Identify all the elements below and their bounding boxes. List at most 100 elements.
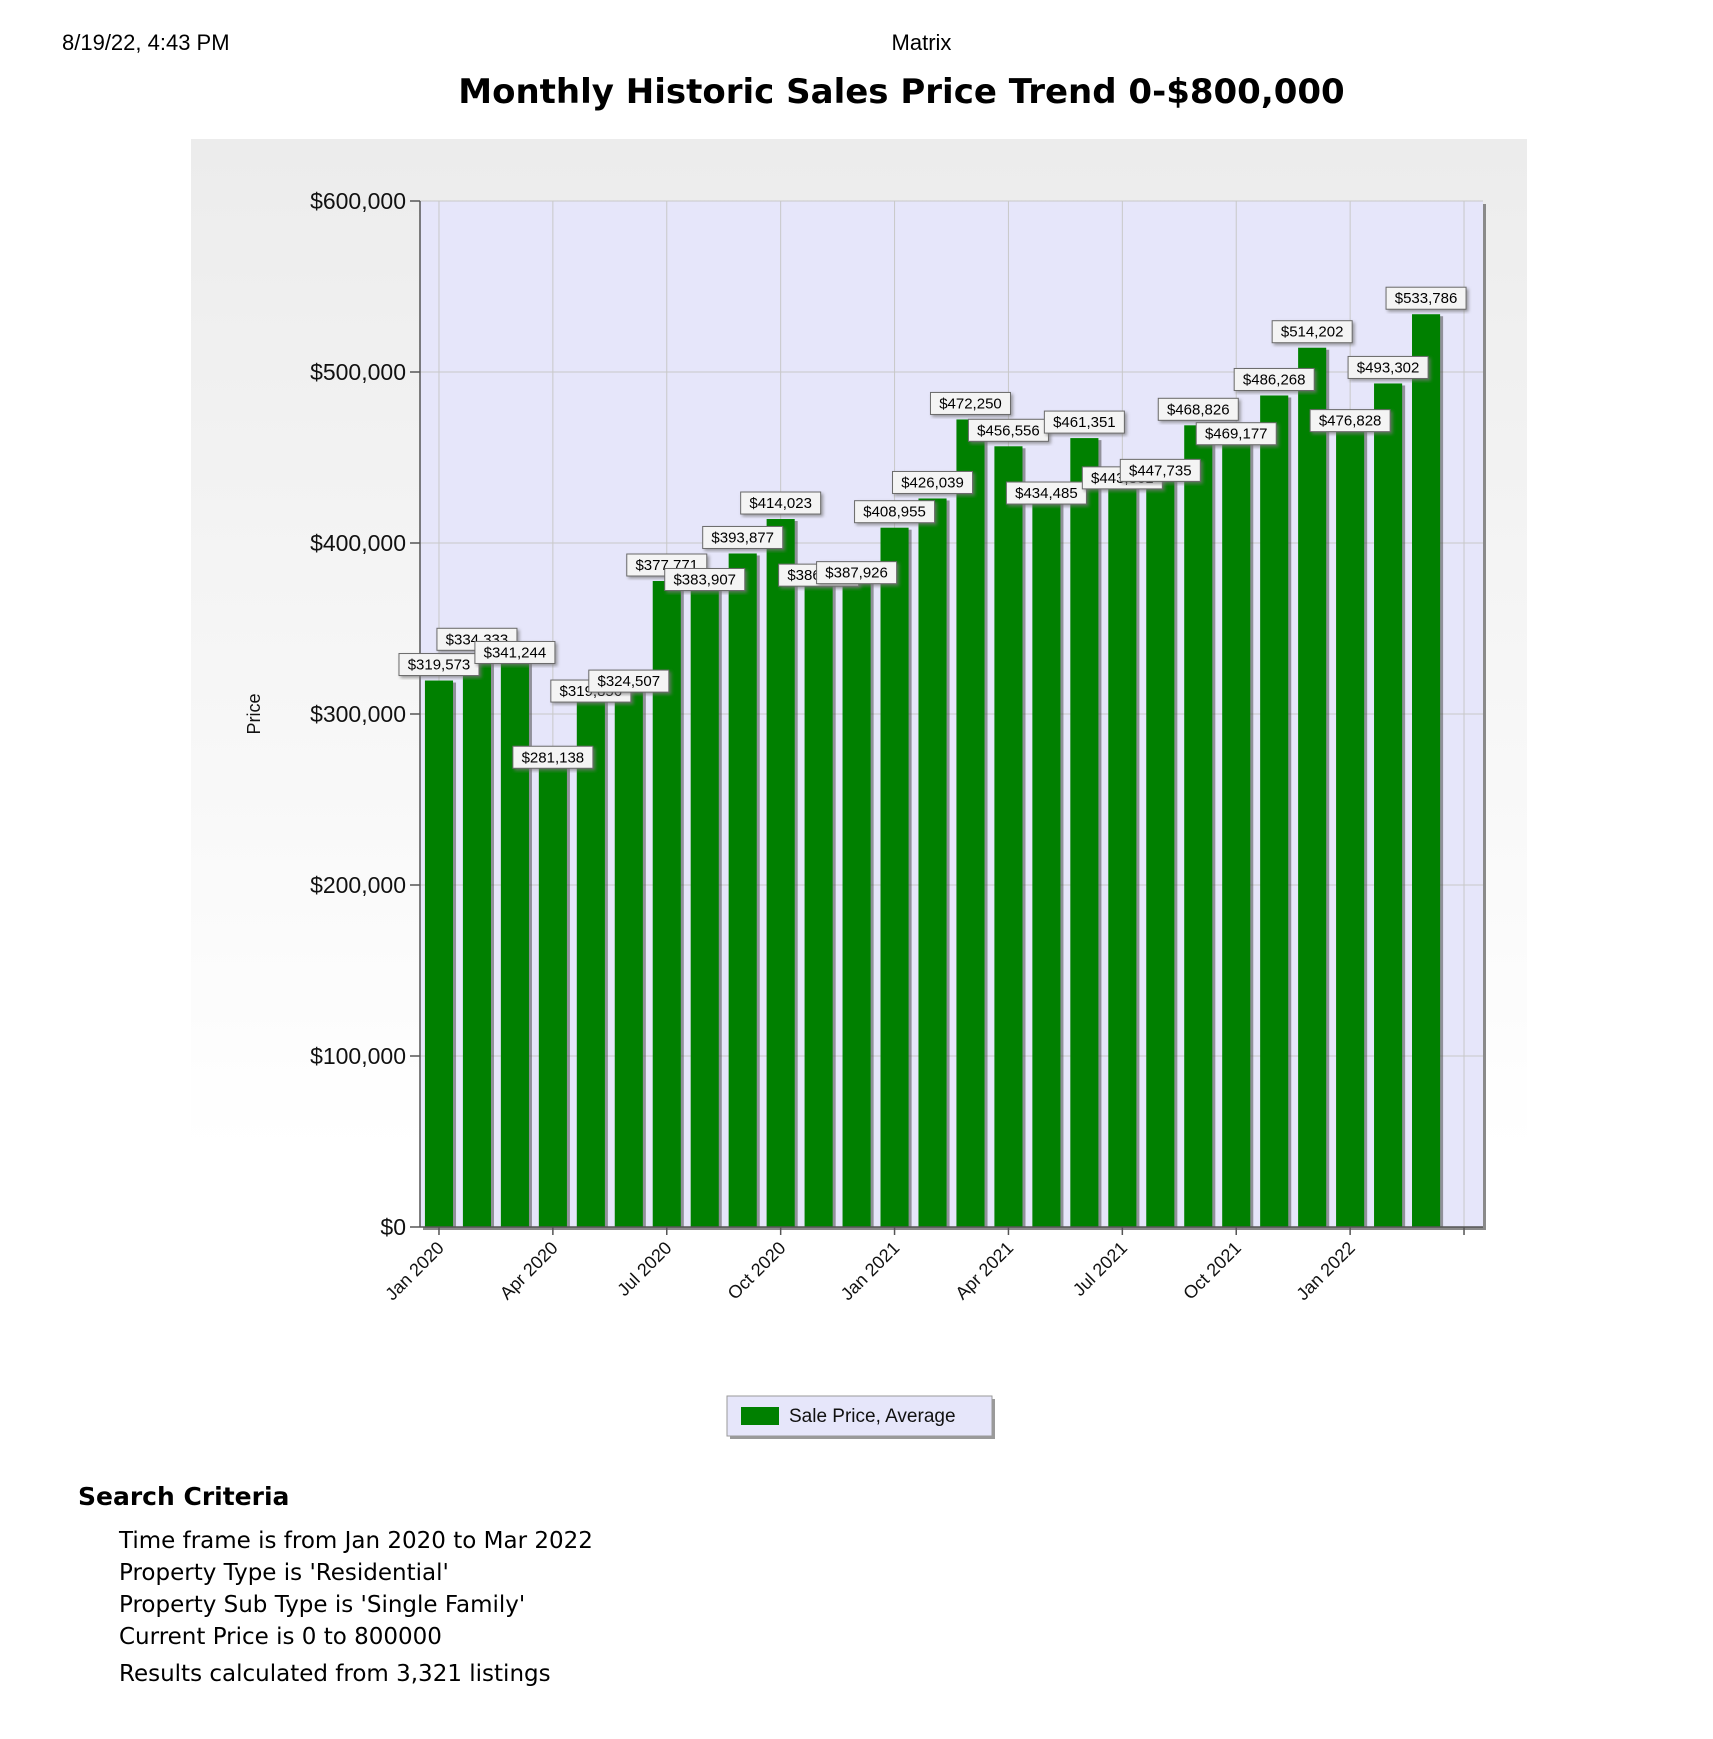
print-timestamp: 8/19/22, 4:43 PM: [62, 30, 230, 55]
data-label-text: $387,926: [825, 565, 888, 582]
data-label-text: $486,268: [1243, 371, 1306, 388]
data-label-text: $533,786: [1395, 290, 1458, 307]
chart-container: $0 $100,000 $200,000 $300,000 $400,000 $500,0…: [191, 139, 1527, 1489]
bar: [994, 446, 1023, 1227]
bar: [1222, 424, 1251, 1227]
data-label-text: $341,244: [484, 644, 547, 661]
x-tick-label: Oct 2020: [724, 1238, 790, 1304]
data-label-text: $472,250: [939, 395, 1002, 412]
data-label-box: [398, 653, 480, 677]
data-label-box: [1385, 286, 1467, 310]
bar: [424, 680, 454, 1227]
legend-label: Sale Price, Average: [789, 1406, 956, 1427]
data-label-box: [1195, 422, 1277, 446]
data-label-text: $469,177: [1205, 426, 1268, 443]
data-label-box: [740, 491, 822, 515]
data-label: $461,351: [1043, 410, 1125, 434]
data-label-box: [1043, 410, 1125, 434]
x-tick-label: Jan 2020: [381, 1238, 448, 1305]
bar: [1298, 347, 1327, 1227]
data-label: $493,302: [1347, 355, 1429, 379]
bar: [462, 655, 491, 1227]
bar: [880, 527, 909, 1227]
x-tick-label: Apr 2021: [951, 1238, 1017, 1304]
bar: [614, 672, 643, 1227]
criteria-line: Current Price is 0 to 800000: [119, 1624, 442, 1650]
data-label-box: [474, 640, 556, 664]
data-label: $341,244: [474, 640, 556, 664]
data-label-box: [1271, 320, 1353, 344]
bar: [1070, 438, 1099, 1227]
data-label-box: [1233, 367, 1315, 391]
data-label-box: [702, 525, 784, 549]
data-label-text: $324,507: [598, 673, 661, 690]
y-tick-label: $500,000: [310, 359, 406, 385]
data-label-box: [816, 561, 898, 585]
legend-swatch: [741, 1407, 779, 1425]
x-tick-label: Apr 2020: [496, 1238, 562, 1304]
data-label-box: [1005, 481, 1087, 505]
data-label-text: $393,877: [711, 529, 774, 546]
bar: [1336, 411, 1365, 1227]
data-label: $476,828: [1309, 409, 1391, 433]
data-label-text: $434,485: [1015, 485, 1078, 502]
data-label-box: [854, 500, 936, 524]
data-label: $426,039: [892, 470, 974, 494]
bar: [728, 553, 757, 1227]
bar: [842, 563, 871, 1227]
y-axis-title: Price: [244, 693, 264, 734]
bar: [1374, 383, 1403, 1227]
bar: [576, 680, 605, 1227]
data-label-box: [1309, 409, 1391, 433]
y-tick-label: $400,000: [310, 530, 406, 556]
bar: [500, 643, 529, 1227]
data-label-text: $408,955: [863, 504, 926, 521]
bar: [956, 419, 985, 1227]
bar: [918, 498, 947, 1228]
data-label: $414,023: [740, 491, 822, 515]
bar: [1412, 314, 1441, 1227]
data-label: $533,786: [1385, 286, 1467, 310]
data-label-text: $456,556: [977, 422, 1040, 439]
data-label-text: $514,202: [1281, 324, 1344, 341]
data-label-text: $493,302: [1357, 359, 1420, 376]
app-name: Matrix: [891, 30, 952, 55]
y-tick-label: $200,000: [310, 872, 406, 898]
bar: [1260, 395, 1289, 1228]
x-tick-label: Jul 2021: [1069, 1238, 1131, 1300]
bar: [690, 570, 719, 1227]
data-label-text: $468,826: [1167, 401, 1230, 418]
data-label-box: [1347, 355, 1429, 379]
y-tick-label: $0: [380, 1214, 406, 1240]
bar: [1108, 468, 1137, 1228]
data-label: $408,955: [854, 500, 936, 524]
data-label-box: [929, 391, 1011, 415]
legend: Sale Price, Average: [726, 1395, 995, 1439]
data-label-box: [1157, 397, 1239, 421]
data-label-text: $319,573: [408, 657, 471, 674]
bar: [1184, 425, 1213, 1228]
bar: [766, 519, 795, 1227]
search-criteria: Search Criteria Time frame is from Jan 2…: [78, 1482, 1278, 1687]
data-label: $383,907: [664, 568, 746, 592]
data-label: $469,177: [1195, 422, 1277, 446]
data-label-box: [1119, 458, 1201, 482]
data-label-box: [588, 669, 670, 693]
bar: [538, 746, 567, 1227]
data-label-box: [512, 745, 594, 769]
bar: [1146, 461, 1175, 1227]
data-label-box: [892, 470, 974, 494]
data-label-text: $447,735: [1129, 462, 1192, 479]
bar: [1032, 484, 1061, 1227]
y-tick-label: $600,000: [310, 188, 406, 214]
data-label: $393,877: [702, 525, 784, 549]
data-label: $456,556: [967, 418, 1049, 442]
data-label: $281,138: [512, 745, 594, 769]
bar: [804, 566, 833, 1227]
criteria-line: Property Type is 'Residential': [119, 1560, 449, 1586]
page-title: Monthly Historic Sales Price Trend 0-$80…: [458, 72, 1345, 112]
data-label: $387,926: [816, 561, 898, 585]
data-label: $472,250: [929, 391, 1011, 415]
data-label: $468,826: [1157, 397, 1239, 421]
data-label-text: $461,351: [1053, 414, 1116, 431]
